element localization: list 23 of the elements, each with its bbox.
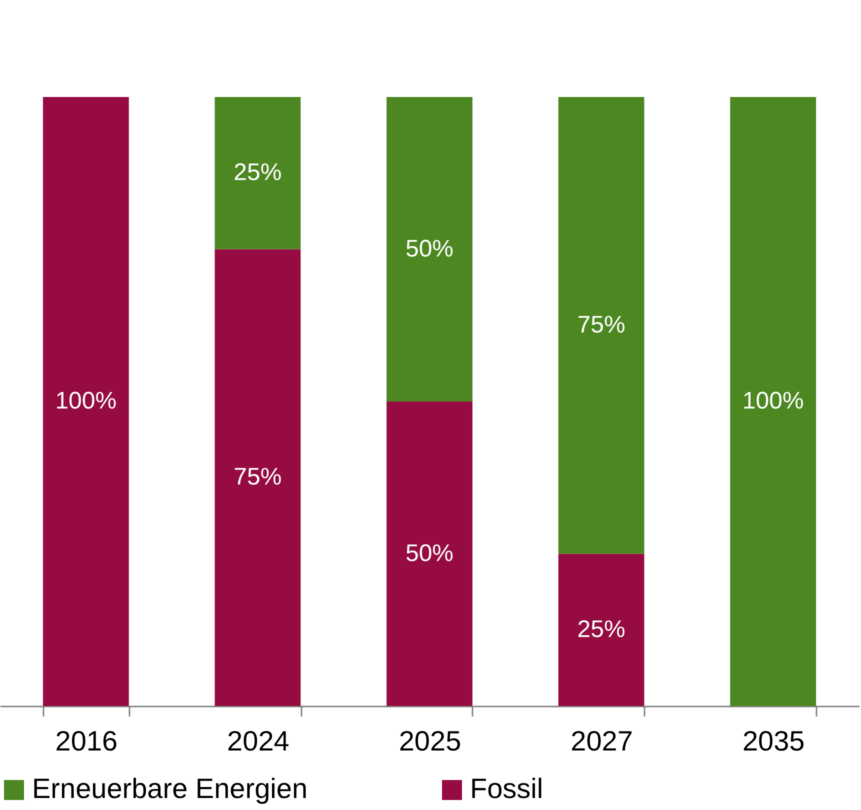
bar (42, 97, 129, 706)
data-label: 50% (405, 540, 454, 567)
bar (214, 97, 301, 250)
legend-label: Fossil (470, 773, 544, 804)
data-label: 75% (234, 464, 282, 491)
bar (558, 97, 644, 554)
x-tick-label: 2035 (742, 726, 805, 756)
data-label: 75% (577, 311, 626, 338)
data-label: 25% (577, 616, 626, 643)
bar (214, 249, 301, 706)
bar (386, 402, 472, 706)
x-tick-label: 2025 (398, 726, 462, 756)
data-label: 100% (55, 388, 117, 414)
legend-label: Erneuerbare Energien (32, 773, 308, 804)
bar (558, 554, 644, 706)
bar (730, 97, 816, 706)
bar (386, 97, 472, 402)
data-label: 25% (234, 159, 282, 186)
x-tick-label: 2016 (55, 726, 118, 756)
data-label: 100% (742, 388, 804, 414)
x-tick-label: 2024 (227, 726, 290, 756)
x-tick-label: 2027 (570, 726, 633, 756)
data-label: 50% (405, 235, 454, 262)
